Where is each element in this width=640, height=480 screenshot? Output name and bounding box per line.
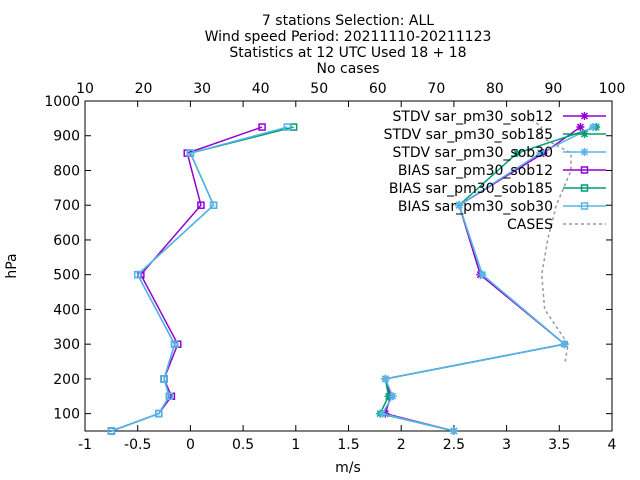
series-line <box>111 126 288 432</box>
legend-label: STDV sar_pm30_sob30 <box>392 145 553 161</box>
title-line-4: No cases <box>317 61 380 77</box>
y-tick-label: 100 <box>53 407 80 423</box>
data-point <box>589 123 598 132</box>
data-point <box>478 270 487 279</box>
x-tick-label: 0.5 <box>232 437 254 453</box>
y-tick-label: 800 <box>53 163 80 179</box>
title-line-2: Wind speed Period: 20211110-20211123 <box>205 29 492 45</box>
x-tick-label: -1 <box>78 437 92 453</box>
legend-marker <box>580 184 589 192</box>
data-point <box>170 340 179 348</box>
x2-tick-label: 50 <box>310 81 328 97</box>
chart-title: 7 stations Selection: ALL Wind speed Per… <box>205 13 492 77</box>
data-point <box>513 149 522 158</box>
y-tick-label: 400 <box>53 302 80 318</box>
legend-label: STDV sar_pm30_sob12 <box>392 109 553 125</box>
x-tick-label: -0.5 <box>124 437 151 453</box>
x2-tick-label: 40 <box>252 81 270 97</box>
data-point <box>197 201 205 209</box>
x-tick-label: 3 <box>502 437 511 453</box>
legend-marker <box>580 112 589 120</box>
x-axis-label: m/s <box>335 460 361 476</box>
data-point <box>283 123 292 131</box>
legend-marker <box>580 148 589 156</box>
x-tick-label: 2 <box>397 437 406 453</box>
data-point <box>155 409 163 418</box>
series-line <box>111 126 263 432</box>
y-tick-label: 600 <box>53 233 80 249</box>
data-point <box>133 270 142 279</box>
y-tick-label: 200 <box>53 372 80 388</box>
x2-tick-label: 60 <box>369 81 387 97</box>
x2-tick-label: 100 <box>599 81 626 97</box>
y-tick-label: 1000 <box>44 94 80 110</box>
title-line-1: 7 stations Selection: ALL <box>262 13 434 29</box>
y-axis-label: hPa <box>4 253 20 278</box>
x2-tick-label: 10 <box>76 81 94 97</box>
data-point <box>258 123 266 131</box>
legend-marker <box>580 202 589 210</box>
x-axis: -1 -0.5 0 0.5 1 1.5 2 2.5 3 3.5 4 <box>78 101 617 453</box>
x-tick-label: 2.5 <box>443 437 465 453</box>
data-point <box>160 375 168 383</box>
data-point <box>576 123 585 132</box>
data-point <box>186 149 195 157</box>
x-tick-label: 1.5 <box>337 437 359 453</box>
data-point <box>388 392 397 401</box>
y-tick-label: 700 <box>53 198 80 214</box>
data-point <box>165 392 174 401</box>
cases-line <box>529 117 572 362</box>
legend-label: CASES <box>507 217 553 233</box>
y-tick-label: 300 <box>53 337 80 353</box>
legend: STDV sar_pm30_sob12 STDV sar_pm30_sob185 S… <box>384 109 606 233</box>
data-point <box>536 149 545 158</box>
x2-tick-label: 90 <box>545 81 563 97</box>
legend-label: STDV sar_pm30_sob185 <box>384 127 553 143</box>
y-tick-label: 900 <box>53 129 80 145</box>
x-tick-label: 3.5 <box>548 437 570 453</box>
y-axis: 100 200 300 400 500 600 700 800 900 1000 <box>44 94 612 423</box>
data-point <box>381 374 390 383</box>
title-line-3: Statistics at 12 UTC Used 18 + 18 <box>229 45 466 61</box>
legend-label: BIAS sar_pm30_sob12 <box>398 163 553 179</box>
legend-marker <box>580 166 589 174</box>
plot-lines <box>107 117 601 435</box>
data-point <box>455 201 464 210</box>
legend-label: BIAS sar_pm30_sob185 <box>389 181 553 197</box>
data-point <box>209 201 218 209</box>
data-point <box>384 392 393 401</box>
x2-tick-label: 80 <box>486 81 504 97</box>
x2-axis: 10 20 30 40 50 60 70 80 90 100 <box>76 81 625 97</box>
y-tick-label: 500 <box>53 268 80 284</box>
x2-tick-label: 70 <box>427 81 445 97</box>
x2-tick-label: 20 <box>135 81 153 97</box>
x-tick-label: 4 <box>608 437 617 453</box>
data-point <box>107 427 116 435</box>
x-tick-label: 0 <box>186 437 195 453</box>
data-point <box>449 427 458 435</box>
legend-marker <box>580 130 589 138</box>
data-point <box>560 340 569 349</box>
data-point <box>378 409 387 418</box>
x-tick-label: 1 <box>291 437 300 453</box>
legend-label: BIAS sar_pm30_sob30 <box>398 199 553 215</box>
series-line <box>111 126 294 432</box>
x2-tick-label: 30 <box>193 81 211 97</box>
